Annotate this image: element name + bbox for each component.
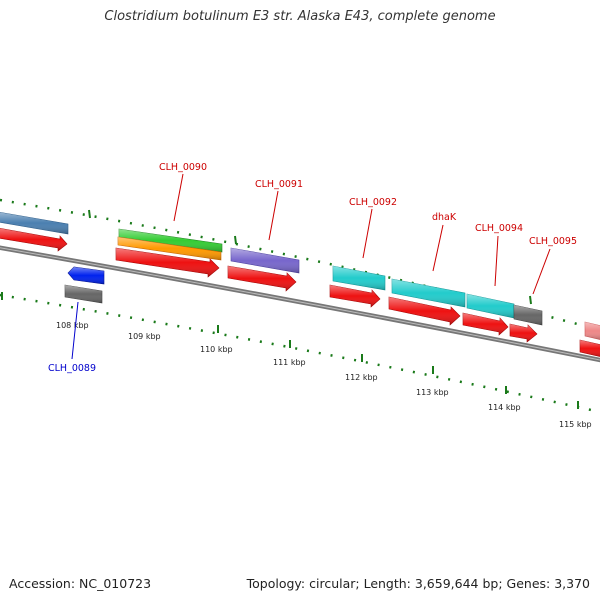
tick-label-109: 109 kbp [128,332,161,341]
topology-text: Topology: circular; Length: 3,659,644 bp… [246,576,590,591]
gc-track-lower [0,293,600,414]
gene-label-clh-0089[interactable]: CLH_0089 [48,363,96,374]
lower-track-major-ticks [1,292,579,409]
gc-track-upper [0,198,600,332]
tick-label-110: 110 kbp [200,345,233,354]
tick-label-113: 113 kbp [416,388,449,397]
gene-label-clh-0090[interactable]: CLH_0090 [159,162,207,173]
tick-label-112: 112 kbp [345,373,378,382]
tick-label-114: 114 kbp [488,403,521,412]
tick-label-111: 111 kbp [273,358,306,367]
tick-label-108: 108 kbp [56,321,89,330]
upper-track-major-ticks [88,209,532,305]
leader-lines [71,173,551,360]
gene-label-clh-0092[interactable]: CLH_0092 [349,197,397,208]
tick-label-115: 115 kbp [559,420,592,429]
gene-label-clh-0094[interactable]: CLH_0094 [475,223,523,234]
map-title: Clostridium botulinum E3 str. Alaska E43… [104,9,496,24]
gene-label-dhak[interactable]: dhaK [432,212,457,223]
accession-text: Accession: NC_010723 [9,576,152,591]
feature-blocks [0,212,600,357]
gene-label-clh-0091[interactable]: CLH_0091 [255,179,303,190]
gene-label-clh-0095[interactable]: CLH_0095 [529,236,577,247]
